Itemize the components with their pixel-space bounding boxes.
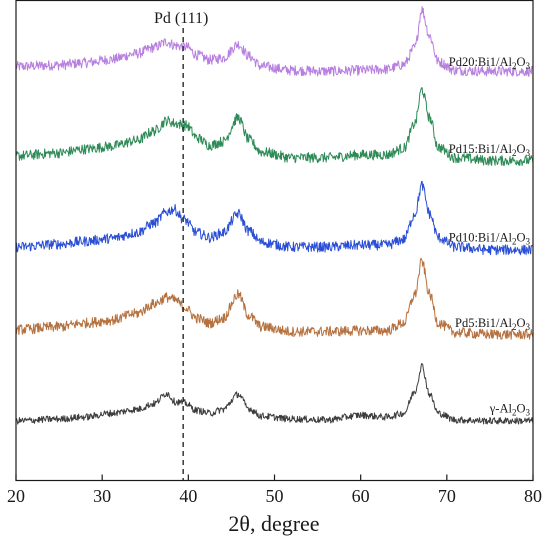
series-labels: Pd20:Bi1/Al2O3 Pd15:Bi1/Al2O3 Pd10:Bi1/Al2… bbox=[449, 55, 531, 418]
pd-111-annotation: Pd (111) bbox=[154, 10, 208, 27]
series-trace-1 bbox=[15, 87, 534, 167]
x-tick-label-50: 50 bbox=[266, 486, 284, 506]
series-label-0: Pd20:Bi1/Al2O3 bbox=[449, 55, 531, 71]
series-label-3: Pd5:Bi1/Al2O3 bbox=[455, 316, 531, 332]
series-label-1: Pd15:Bi1/Al2O3 bbox=[449, 142, 531, 158]
series-trace-3 bbox=[15, 257, 534, 340]
x-tick-label-30: 30 bbox=[93, 486, 111, 506]
series-traces bbox=[15, 6, 534, 425]
x-tick-label-60: 60 bbox=[352, 486, 370, 506]
x-tick-label-70: 70 bbox=[438, 486, 456, 506]
x-axis-ticks: 20 30 40 50 60 70 80 bbox=[7, 474, 542, 506]
series-trace-0 bbox=[15, 6, 534, 77]
series-trace-2 bbox=[15, 180, 534, 256]
series-trace-4 bbox=[15, 363, 534, 425]
series-label-4: γ-Al2O3 bbox=[489, 402, 531, 418]
x-axis-title: 2θ, degree bbox=[228, 511, 319, 536]
x-tick-label-40: 40 bbox=[179, 486, 197, 506]
x-tick-label-20: 20 bbox=[7, 486, 25, 506]
x-tick-label-80: 80 bbox=[524, 486, 542, 506]
series-label-2: Pd10:Bi1/Al2O3 bbox=[449, 231, 531, 247]
